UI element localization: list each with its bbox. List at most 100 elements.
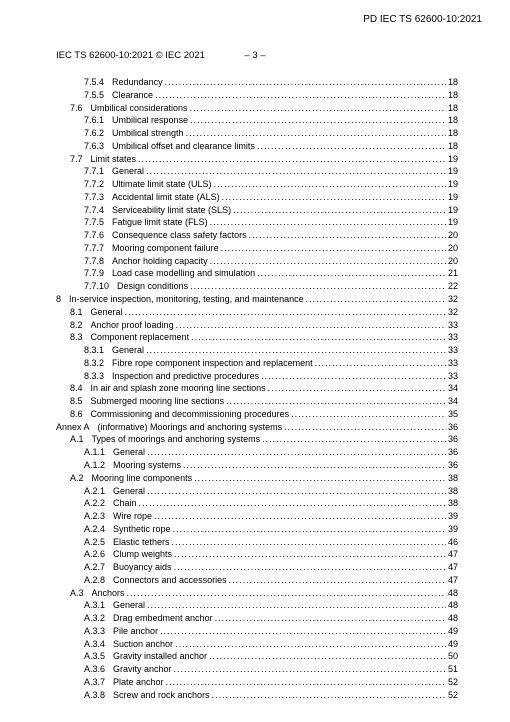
toc-entry-number: A.2.3 <box>56 510 113 523</box>
toc-entry-page: 20 <box>446 229 458 242</box>
toc-entry: 8.3.3Inspection and predictive procedure… <box>56 370 458 383</box>
toc-entry-title-wrap: General <box>113 446 446 459</box>
toc-entry-title-wrap: Connectors and accessories <box>113 574 446 587</box>
header-page-number: – 3 – <box>244 50 265 61</box>
toc-entry-page: 36 <box>446 433 458 446</box>
toc-entry: 8.3.2Fibre rope component inspection and… <box>56 357 458 370</box>
toc-entry-title: Screw and rock anchors <box>113 690 210 700</box>
toc-entry-title: Redundancy <box>112 77 163 87</box>
toc-entry-number: A.2.8 <box>56 574 113 587</box>
toc-entry-number: 7.7.10 <box>56 280 117 293</box>
toc-entry-page: 48 <box>446 599 458 612</box>
toc-entry-page: 33 <box>446 344 458 357</box>
toc-entry-page: 46 <box>446 536 458 549</box>
toc-entry-page: 39 <box>446 523 458 536</box>
toc-entry: Annex A(informative) Moorings and anchor… <box>56 421 458 434</box>
toc-entry-page: 18 <box>446 76 458 89</box>
toc-entry-page: 32 <box>446 293 458 306</box>
toc-entry: A.2.2Chain38 <box>56 497 458 510</box>
toc-entry: 7.6.3Umbilical offset and clearance limi… <box>56 140 458 153</box>
toc-entry-page: 36 <box>446 421 458 434</box>
toc-entry-number: A.2.2 <box>56 497 113 510</box>
toc-entry-title: Serviceability limit state (SLS) <box>112 205 231 215</box>
toc-entry-title-wrap: Umbilical considerations <box>91 102 446 115</box>
toc-entry-title-wrap: Anchor proof loading <box>91 319 446 332</box>
toc-entry-page: 19 <box>446 204 458 217</box>
toc-entry-page: 52 <box>446 689 458 702</box>
toc-entry: 7.6.2Umbilical strength18 <box>56 127 458 140</box>
toc-entry-number: 8.6 <box>56 408 91 421</box>
toc-entry-page: 47 <box>446 548 458 561</box>
toc-entry-title: In-service inspection, monitoring, testi… <box>69 294 304 304</box>
doc-id-top-right: PD IEC TS 62600-10:2021 <box>363 14 482 25</box>
toc-entry-title: General <box>91 307 123 317</box>
toc-entry-page: 47 <box>446 574 458 587</box>
toc-entry-page: 34 <box>446 395 458 408</box>
toc-entry-page: 20 <box>446 255 458 268</box>
toc-entry-title-wrap: Pile anchor <box>113 625 446 638</box>
toc-entry-page: 18 <box>446 140 458 153</box>
toc-entry-page: 52 <box>446 676 458 689</box>
toc-entry-page: 36 <box>446 446 458 459</box>
toc-entry: 8.2Anchor proof loading33 <box>56 319 458 332</box>
toc-entry-page: 18 <box>446 127 458 140</box>
toc-entry-number: A.3 <box>56 587 92 600</box>
toc-entry-title-wrap: Anchors <box>92 587 446 600</box>
toc-entry-title-wrap: Suction anchor <box>113 638 446 651</box>
toc-entry-title-wrap: Submerged mooring line sections <box>91 395 446 408</box>
toc-entry-number: 8.3.3 <box>56 370 112 383</box>
toc-entry: A.1.2Mooring systems36 <box>56 459 458 472</box>
toc-entry-number: A.2.5 <box>56 536 113 549</box>
toc-entry: 7.5.4Redundancy18 <box>56 76 458 89</box>
toc-entry-page: 22 <box>446 280 458 293</box>
toc-entry-number: A.3.7 <box>56 676 113 689</box>
toc-entry-number: 8.2 <box>56 319 91 332</box>
toc-entry-title: Mooring line components <box>92 473 193 483</box>
toc-entry: 7.7.4Serviceability limit state (SLS) 19 <box>56 204 458 217</box>
toc-entry-page: 18 <box>446 114 458 127</box>
toc-entry-number: 8.3.1 <box>56 344 112 357</box>
toc-entry: A.2.5Elastic tethers46 <box>56 536 458 549</box>
toc-entry-page: 50 <box>446 650 458 663</box>
toc-entry-title: General <box>113 486 145 496</box>
toc-entry-title: Pile anchor <box>113 626 158 636</box>
toc-entry-number: A.2.7 <box>56 561 113 574</box>
toc-entry-title: Synthetic rope <box>113 524 171 534</box>
toc-entry: 7.7.9Load case modelling and simulation2… <box>56 267 458 280</box>
toc-entry-title-wrap: Redundancy <box>112 76 446 89</box>
toc-entry-number: 7.6.3 <box>56 140 112 153</box>
toc-entry-page: 32 <box>446 306 458 319</box>
toc-entry: A.3.2Drag embedment anchor48 <box>56 612 458 625</box>
toc-entry-title: Mooring component failure <box>112 243 219 253</box>
toc-entry-title-wrap: Elastic tethers <box>113 536 446 549</box>
toc-entry-title: Suction anchor <box>113 639 173 649</box>
toc-entry-title-wrap: Ultimate limit state (ULS) <box>112 178 446 191</box>
toc-entry-title-wrap: Commissioning and decommissioning proced… <box>91 408 446 421</box>
toc-entry: A.1.1General36 <box>56 446 458 459</box>
toc-entry-title-wrap: Gravity anchor <box>113 663 446 676</box>
toc-entry: 7.7.10Design conditions22 <box>56 280 458 293</box>
toc-entry-title: Ultimate limit state (ULS) <box>112 179 212 189</box>
toc-entry-page: 19 <box>446 153 458 166</box>
toc-entry-title: Drag embedment anchor <box>113 613 213 623</box>
toc-entry-page: 38 <box>446 485 458 498</box>
toc-entry-title: Umbilical considerations <box>91 103 188 113</box>
toc-entry: 8.1General32 <box>56 306 458 319</box>
toc-entry-number: A.2.4 <box>56 523 113 536</box>
toc-entry-number: 7.7.9 <box>56 267 112 280</box>
toc-entry-number: 7.7.4 <box>56 204 112 217</box>
toc-entry-page: 33 <box>446 370 458 383</box>
toc-entry-title: Umbilical offset and clearance limits <box>112 141 255 151</box>
toc-entry: 7.7.5Fatigue limit state (FLS)19 <box>56 216 458 229</box>
toc-entry: A.2.4Synthetic rope 39 <box>56 523 458 536</box>
toc-entry-number: 7.7.2 <box>56 178 112 191</box>
toc-entry-title: Anchor proof loading <box>91 320 174 330</box>
toc-entry-number: A.1 <box>56 433 92 446</box>
toc-entry-page: 35 <box>446 408 458 421</box>
toc-entry-number: 7.7.6 <box>56 229 112 242</box>
toc-entry-title-wrap: Inspection and predictive procedures <box>112 370 446 383</box>
toc-entry: 7.7.2Ultimate limit state (ULS)19 <box>56 178 458 191</box>
header-left: IEC TS 62600-10:2021 © IEC 2021 <box>56 50 205 61</box>
toc-entry: A.1Types of moorings and anchoring syste… <box>56 433 458 446</box>
toc-entry-page: 19 <box>446 216 458 229</box>
